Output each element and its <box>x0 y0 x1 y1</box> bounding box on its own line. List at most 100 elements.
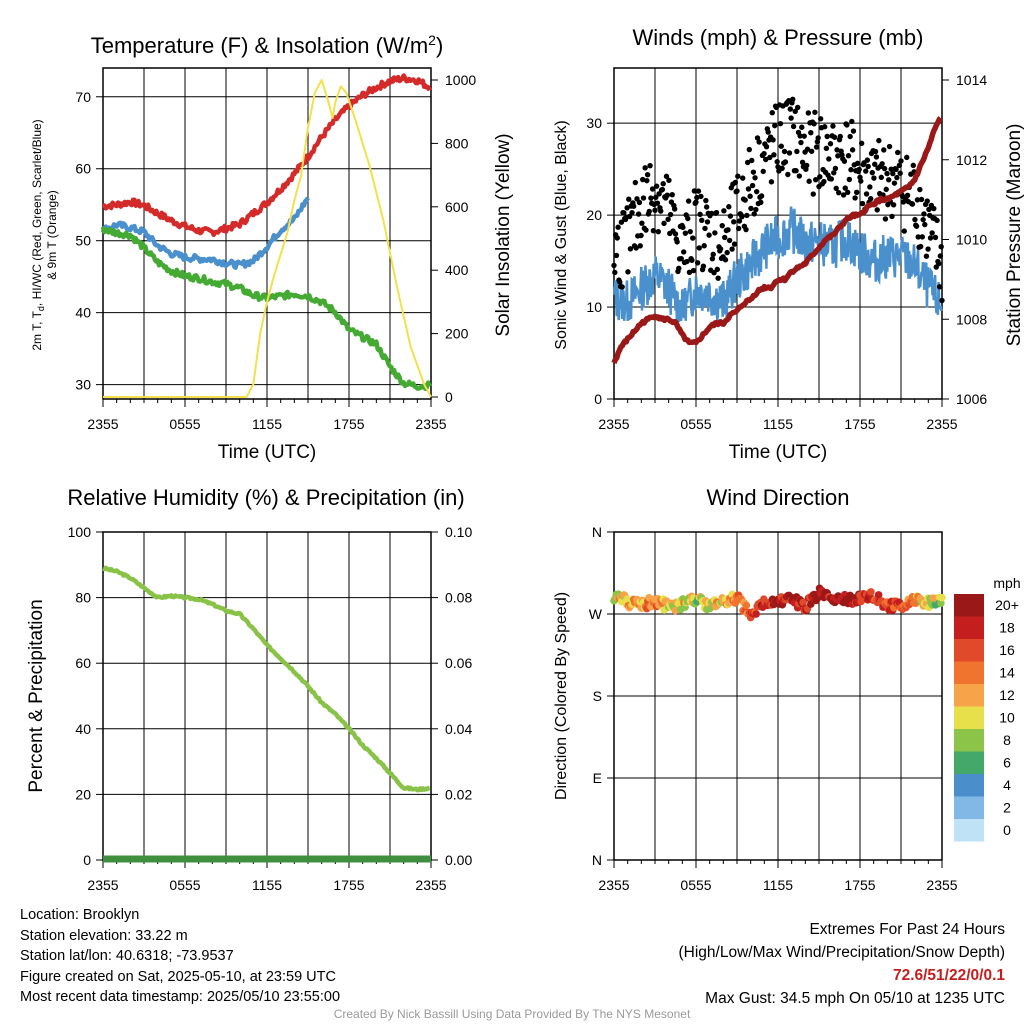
wind-gust-point <box>788 115 794 121</box>
wind-gust-point <box>617 279 623 285</box>
wind-gust-point <box>637 243 643 249</box>
wind-gust-point <box>627 246 634 252</box>
wind-gust-point <box>884 170 890 177</box>
wind-gust-point <box>682 230 689 236</box>
wind-gust-point <box>910 162 916 169</box>
legend-swatch <box>954 706 984 729</box>
wind-gust-point <box>823 145 830 152</box>
wind-gust-point <box>740 175 746 181</box>
wind-gust-point <box>931 205 937 212</box>
legend-swatch <box>954 819 984 842</box>
wind-gust-point <box>841 158 848 164</box>
y2-tick-label: 400 <box>445 262 469 278</box>
wind-gust-point <box>653 183 660 189</box>
wind-gust-point <box>798 139 804 146</box>
wind-gust-point <box>754 135 761 141</box>
wind-gust-point <box>913 223 920 229</box>
wind-gust-point <box>886 177 892 183</box>
wind-gust-point <box>629 209 635 216</box>
wind-gust-point <box>736 218 743 224</box>
wind-gust-point <box>772 122 778 129</box>
station-latlon: Station lat/lon: 40.6318; -73.9537 <box>20 948 234 964</box>
wind-gust-point <box>618 219 625 225</box>
y2-tick-label: 0.06 <box>445 655 472 671</box>
wind-gust-point <box>678 255 684 262</box>
wind-gust-point <box>710 251 716 258</box>
legend-swatch <box>954 594 984 617</box>
wind-gust-point <box>649 186 656 192</box>
wind-gust-point <box>751 211 757 217</box>
wind-gust-point <box>747 193 753 199</box>
y-tick-label: 100 <box>68 524 92 540</box>
wind-gust-point <box>643 227 649 233</box>
wind-gust-point <box>724 249 730 256</box>
wind-gust-point <box>878 174 885 181</box>
wind-gust-point <box>923 253 930 259</box>
y-tick-label: E <box>593 770 602 786</box>
y2-tick-label: 0 <box>445 389 453 405</box>
y-tick-label: 30 <box>586 115 602 131</box>
legend-swatch <box>954 661 984 684</box>
wind-gust-point <box>890 170 896 177</box>
wind-gust-point <box>655 228 661 235</box>
y2-tick-label: 1010 <box>956 232 987 248</box>
x-tick-label: 1155 <box>763 877 793 893</box>
wind-gust-point <box>753 206 759 213</box>
wind-gust-point <box>626 196 632 202</box>
wind-gust-point <box>763 156 769 163</box>
wind-gust-point <box>769 109 775 116</box>
direction-panel-title: Wind Direction <box>706 485 849 510</box>
y2-tick-label: 0.08 <box>445 590 472 606</box>
x-tick-label: 2355 <box>926 416 957 432</box>
wind-gust-point <box>876 137 882 144</box>
humidity-panel: 2355 0555 1155 1755 2355 0 20 40 60 80 100 0.00 0.02… <box>68 524 473 893</box>
wind-gust-point <box>854 160 861 167</box>
wind-gust-point <box>812 109 818 115</box>
wind-gust-point <box>858 140 865 146</box>
wind-gust-point <box>917 243 924 250</box>
wind-gust-point <box>826 156 832 162</box>
wind-gust-point <box>672 231 679 237</box>
wind-gust-point <box>790 96 796 102</box>
wind-gust-point <box>768 179 775 185</box>
y2-tick-label: 1014 <box>956 72 987 88</box>
wind-gust-point <box>621 210 627 216</box>
direction-point <box>623 595 631 604</box>
direction-point <box>874 591 883 599</box>
wind-gust-point <box>715 275 721 281</box>
wind-gust-point <box>694 194 700 201</box>
x-tick-label: 2355 <box>87 877 118 893</box>
wind-gust-point <box>888 166 894 172</box>
wind-gust-point <box>696 245 702 251</box>
wind-gust-point <box>830 123 836 129</box>
wind-gust-point <box>872 148 879 155</box>
wind-gust-point <box>799 159 806 165</box>
wind-gust-point <box>919 234 926 240</box>
temperature-series-line <box>100 196 310 270</box>
wind-gust-point <box>886 143 893 150</box>
y-tick-label: 80 <box>75 590 91 606</box>
wind-gust-point <box>664 192 670 198</box>
wind-gust-point <box>863 191 870 197</box>
legend-label: 18 <box>999 620 1015 636</box>
wind-gust-point <box>714 266 721 273</box>
wind-gust-point <box>632 179 639 186</box>
wind-gust-point <box>739 213 745 220</box>
wind-gust-point <box>709 255 716 262</box>
wind-gust-point <box>731 241 738 247</box>
wind-gust-point <box>827 141 834 147</box>
wind-gust-point <box>661 220 667 227</box>
x-tick-label: 1155 <box>252 416 282 432</box>
winds-left-axis-label: Sonic Wind & Gust (Blue, Black) <box>553 120 570 349</box>
wind-gust-point <box>721 208 727 214</box>
wind-gust-point <box>831 134 838 140</box>
wind-gust-point <box>842 185 848 191</box>
x-tick-label: 0555 <box>169 416 200 432</box>
wind-gust-point <box>852 195 858 201</box>
wind-gust-point <box>746 146 752 153</box>
wind-gust-point <box>837 133 844 140</box>
wind-gust-point <box>765 129 771 135</box>
legend-label: 12 <box>999 687 1015 703</box>
wind-gust-point <box>840 192 847 198</box>
y2-tick-label: 1006 <box>956 391 987 407</box>
